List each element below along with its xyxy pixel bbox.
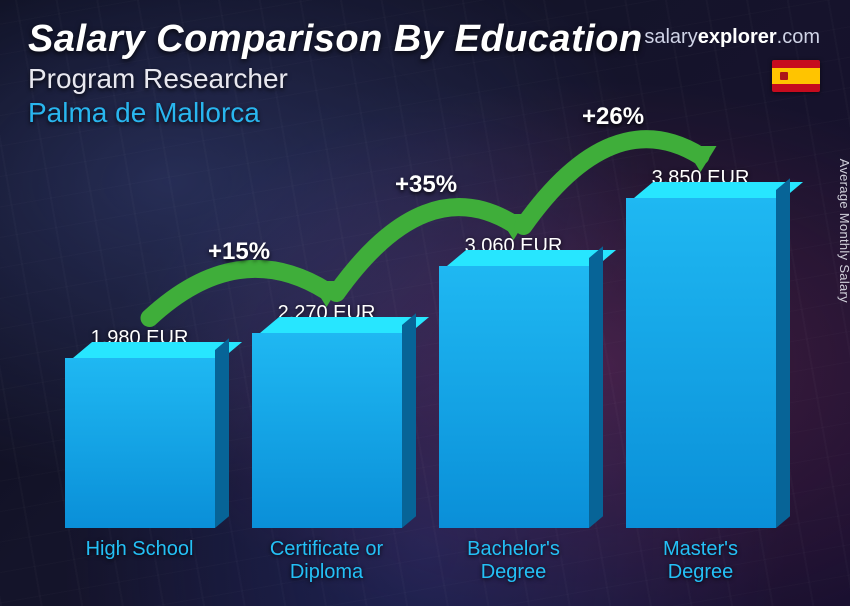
bar-label: High School xyxy=(60,538,219,584)
bar-body xyxy=(626,198,776,528)
labels-container: High School Certificate orDiploma Bachelor… xyxy=(60,538,780,584)
bar-2: 3,060 EUR xyxy=(434,235,593,528)
y-axis-label: Average Monthly Salary xyxy=(837,159,850,303)
brand-watermark: salaryexplorer.com xyxy=(644,26,820,49)
bars-container: 1,980 EUR2,270 EUR3,060 EUR3,850 EUR xyxy=(60,165,780,528)
brand-suffix: .com xyxy=(777,26,820,48)
brand-bold: explorer xyxy=(698,26,777,48)
location: Palma de Mallorca xyxy=(28,97,822,129)
bar-body xyxy=(439,266,589,528)
bar-0: 1,980 EUR xyxy=(60,327,219,528)
bar-label: Bachelor'sDegree xyxy=(434,538,593,584)
bar-body xyxy=(65,358,215,528)
bar-body xyxy=(252,333,402,528)
bar-3: 3,850 EUR xyxy=(621,167,780,528)
bar-1: 2,270 EUR xyxy=(247,302,406,528)
bar-label: Certificate orDiploma xyxy=(247,538,406,584)
bar-label: Master'sDegree xyxy=(621,538,780,584)
brand-prefix: salary xyxy=(644,26,697,48)
flag-icon xyxy=(772,60,820,92)
subtitle: Program Researcher xyxy=(28,63,822,95)
salary-chart: 1,980 EUR2,270 EUR3,060 EUR3,850 EUR Hig… xyxy=(60,165,780,584)
